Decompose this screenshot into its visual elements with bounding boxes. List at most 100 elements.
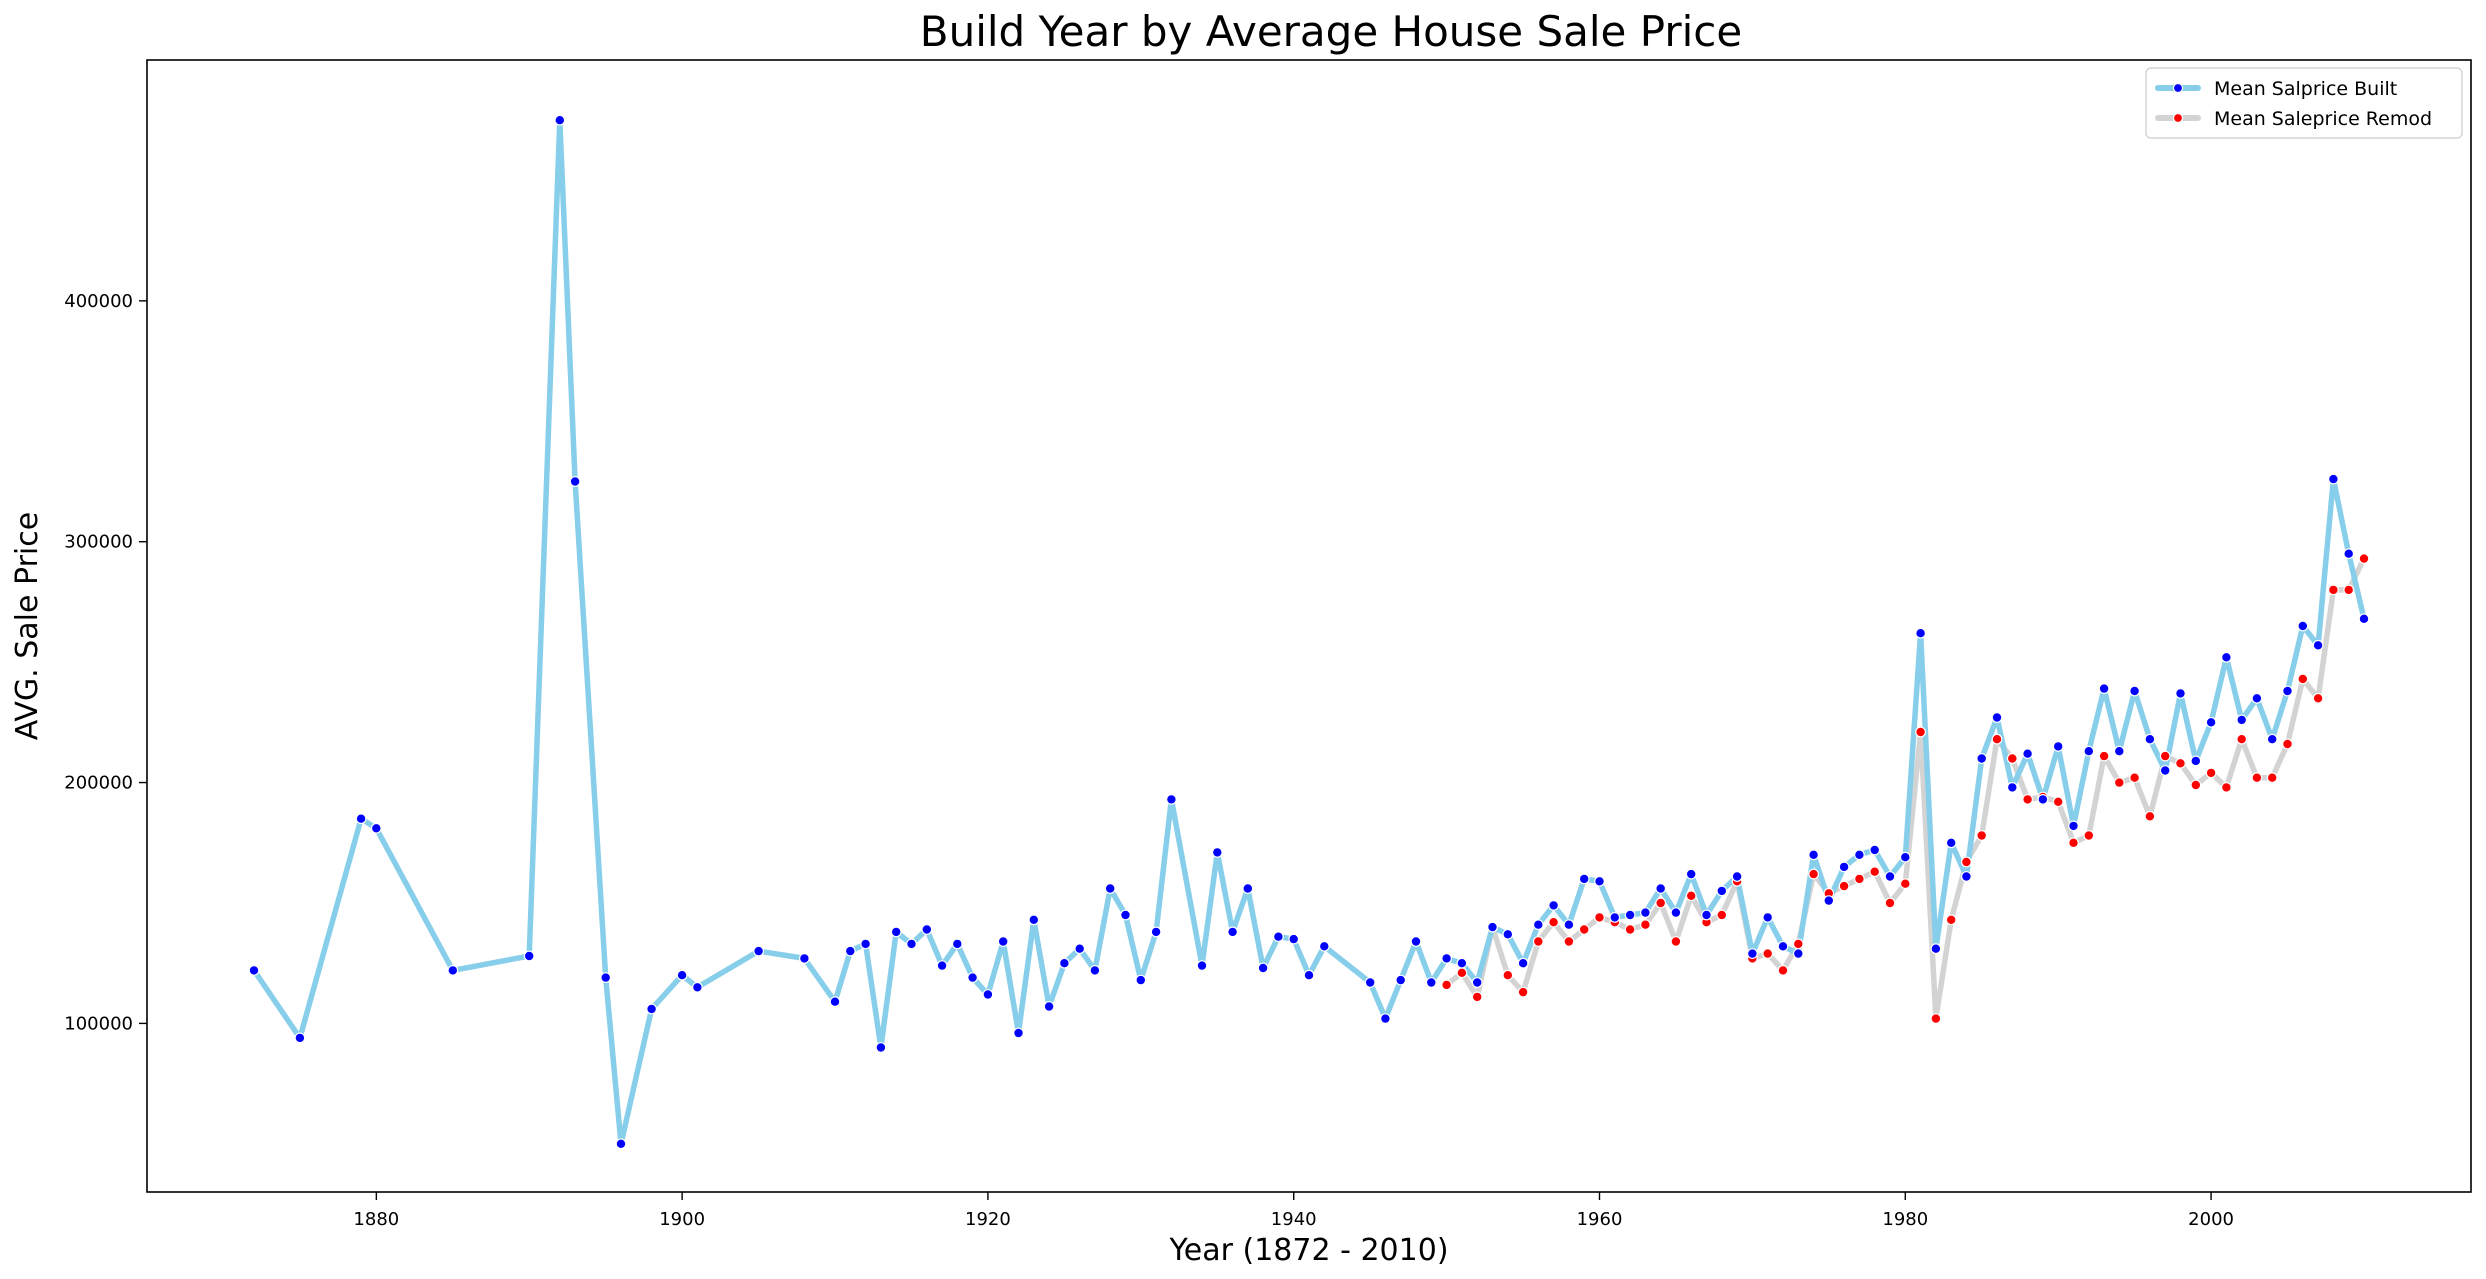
data-point-built (1364, 977, 1376, 988)
data-point-remod (2251, 772, 2263, 784)
data-point-remod (1792, 938, 1804, 950)
data-point-built (2159, 765, 2171, 776)
data-point-remod (2312, 692, 2324, 704)
data-point-remod (2190, 779, 2202, 791)
data-point-built (447, 965, 459, 976)
data-point-remod (1869, 866, 1881, 878)
x-tick-label: 2000 (2188, 1209, 2234, 1230)
data-point-built (1578, 873, 1590, 885)
data-point-built (2190, 755, 2202, 767)
data-point-remod (2144, 810, 2156, 822)
x-tick-label: 1880 (353, 1209, 399, 1230)
data-point-built (951, 938, 963, 950)
data-point-remod (1762, 948, 1774, 959)
data-point-built (2098, 683, 2110, 694)
data-point-built (1410, 936, 1422, 947)
data-point-built (2343, 548, 2355, 560)
series-layer (248, 114, 2370, 1150)
data-point-built (1135, 974, 1147, 986)
legend: Mean Salprice Built Mean Saleprice Remod (2145, 67, 2463, 139)
data-point-built (1487, 921, 1498, 933)
data-point-remod (2327, 584, 2339, 596)
data-point-remod (2266, 772, 2278, 784)
data-point-built (1165, 794, 1177, 805)
data-point-built (1670, 907, 1682, 918)
data-point-built (2037, 794, 2049, 805)
data-point-remod (2175, 757, 2186, 769)
data-point-remod (1976, 830, 1988, 841)
data-point-built (2083, 745, 2095, 757)
data-point-built (982, 989, 994, 1000)
data-point-built (1746, 948, 1758, 959)
data-point-remod (1532, 936, 1544, 947)
y-axis-ticks: 100000 200000 300000 400000 (64, 291, 147, 1034)
data-point-built (523, 950, 535, 962)
data-point-remod (1441, 979, 1452, 991)
data-point-remod (2083, 830, 2095, 841)
data-point-remod (1884, 897, 1896, 909)
data-point-remod (1502, 969, 1514, 981)
data-point-built (554, 114, 566, 126)
legend-frame (2145, 67, 2463, 139)
data-point-built (1563, 919, 1575, 931)
data-point-built (967, 972, 978, 983)
data-point-built (1013, 1027, 1024, 1039)
y-tick-label: 100000 (64, 1013, 133, 1034)
data-point-remod (1991, 733, 2003, 745)
data-point-built (1869, 844, 1881, 856)
data-point-built (1074, 943, 1086, 955)
data-point-remod (1594, 912, 1605, 923)
data-point-built (1395, 974, 1407, 986)
data-point-remod (1716, 909, 1728, 921)
data-point-remod (1639, 919, 1651, 931)
data-point-built (1043, 1001, 1055, 1012)
data-point-built (1257, 962, 1269, 974)
data-point-built (1028, 914, 1040, 926)
data-point-built (1303, 969, 1315, 981)
data-point-built (1517, 957, 1529, 969)
data-point-built (1838, 861, 1850, 873)
x-tick-label: 1960 (1577, 1209, 1623, 1230)
x-axis-ticks: 1880 1900 1920 1940 1960 1980 2000 (353, 1192, 2234, 1230)
data-point-built (1609, 912, 1621, 923)
data-point-built (860, 938, 871, 950)
data-point-built (1685, 868, 1697, 880)
data-point-built (2022, 748, 2033, 760)
data-point-remod (1563, 936, 1575, 947)
data-point-built (1731, 871, 1743, 882)
data-point-built (1471, 977, 1483, 988)
data-point-built (1288, 933, 1300, 945)
data-point-built (1104, 883, 1116, 894)
data-point-built (1211, 847, 1223, 858)
data-point-remod (2297, 673, 2309, 685)
data-point-remod (2098, 750, 2110, 762)
data-point-built (1425, 977, 1437, 988)
data-point-built (1120, 909, 1131, 921)
data-point-built (906, 938, 917, 950)
data-point-remod (2220, 782, 2232, 793)
data-point-built (829, 996, 841, 1008)
data-point-built (799, 953, 810, 964)
data-point-built (2175, 688, 2186, 699)
data-point-built (294, 1032, 306, 1044)
data-point-built (1227, 926, 1238, 938)
data-point-built (1991, 712, 2003, 723)
data-point-built (1884, 871, 1896, 882)
data-point-built (1639, 907, 1651, 918)
data-point-built (1792, 948, 1804, 959)
data-point-built (1655, 883, 1667, 894)
data-point-built (1502, 928, 1514, 940)
data-point-built (2312, 639, 2324, 651)
data-point-built (1242, 883, 1254, 894)
data-point-remod (1685, 890, 1697, 902)
data-point-built (844, 945, 856, 957)
data-point-remod (2236, 733, 2248, 745)
data-point-built (2068, 820, 2079, 832)
data-point-built (1701, 909, 1712, 921)
x-tick-label: 1980 (1882, 1209, 1928, 1230)
data-point-built (1976, 753, 1988, 764)
data-point-remod (1456, 967, 1468, 979)
data-point-built (2006, 782, 2018, 793)
data-point-remod (2343, 584, 2355, 596)
